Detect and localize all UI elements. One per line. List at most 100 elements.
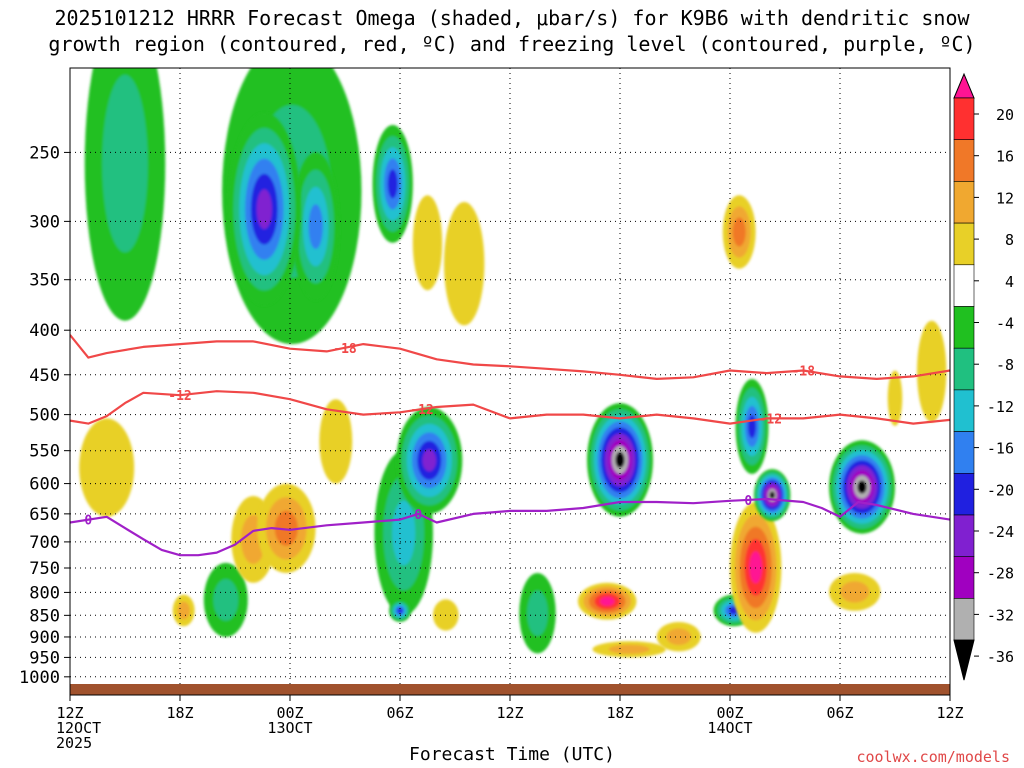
colorbar-segment (953, 472, 975, 516)
omega-band (412, 195, 443, 291)
omega-cell (203, 562, 248, 637)
y-tick-label: 450 (29, 366, 60, 386)
colorbar-label: -32 (987, 606, 1014, 624)
omega-cell (917, 320, 947, 423)
y-tick-label: 950 (29, 648, 60, 668)
omega-band (527, 590, 548, 636)
colorbar-label: -12 (987, 398, 1014, 416)
y-tick-label: 900 (29, 628, 60, 648)
x-tick-label: 12Z (936, 704, 963, 722)
omega-cell (829, 573, 881, 611)
contour-freezing (70, 497, 950, 557)
colorbar-label: 16 (996, 148, 1014, 166)
omega-band (79, 418, 135, 517)
y-tick-label: 350 (29, 271, 60, 291)
colorbar-segment (953, 97, 975, 141)
omega-cell (172, 594, 195, 627)
omega-cell (257, 483, 316, 573)
x-tick-label: 06Z (386, 704, 413, 722)
contour-minus12 (70, 390, 950, 425)
plot-frame (69, 67, 951, 696)
omega-cell (656, 622, 701, 652)
omega-band (308, 204, 323, 250)
x-tick-label: 12OCT (56, 719, 101, 737)
omega-band (387, 169, 398, 199)
colorbar-segment (953, 264, 975, 307)
omega-cell (227, 112, 301, 306)
contour-label: 0 (84, 514, 92, 529)
y-tick-label: 650 (29, 505, 60, 525)
omega-cell (412, 195, 443, 291)
omega-band (256, 189, 272, 230)
x-tick-label: 06Z (826, 704, 853, 722)
omega-band (666, 628, 692, 645)
y-tick-label: 800 (29, 583, 60, 603)
omega-cell (79, 418, 135, 517)
x-tick-label: 12Z (56, 704, 83, 722)
omega-band (319, 399, 353, 484)
x-tick-label: 14OCT (707, 719, 752, 737)
omega-band (397, 607, 403, 614)
colorbar-segment (953, 72, 975, 99)
omega-cell (84, 68, 166, 321)
colorbar-label: -28 (987, 565, 1014, 583)
y-tick-label: 550 (29, 442, 60, 462)
omega-cell (730, 502, 782, 633)
omega-band (102, 74, 148, 253)
colorbar-label: -20 (987, 481, 1014, 499)
contour-label: -12 (759, 412, 782, 427)
colorbar-segment (953, 181, 975, 224)
omega-band (840, 581, 870, 603)
colorbar-segment (953, 139, 975, 182)
omega-cell (829, 440, 895, 534)
contour-label: -12 (168, 389, 191, 404)
colorbar-segment (953, 389, 975, 432)
y-tick-label: 700 (29, 533, 60, 553)
x-tick-label: 18Z (166, 704, 193, 722)
omega-cell (587, 403, 653, 517)
x-tick-label: 18Z (606, 704, 633, 722)
contour-labels: -18 -18 -12 -12 -12 0 0 0 (84, 342, 816, 529)
colorbar-label: -4 (996, 315, 1014, 333)
contour-label: -18 (792, 365, 816, 380)
contour-minus18 (70, 334, 950, 380)
omega-band (177, 601, 190, 620)
contour-label: 0 (414, 508, 422, 523)
colorbar-segment (953, 306, 975, 349)
x-axis-title: Forecast Time (UTC) (409, 744, 615, 765)
omega-cell (887, 370, 903, 426)
omega-band (749, 551, 762, 584)
omega-cell (372, 124, 413, 243)
colorbar-segment (953, 431, 975, 474)
omega-cell (592, 641, 666, 658)
chart-title-line-1: 2025101212 HRRR Forecast Omega (shaded, … (54, 6, 970, 30)
grid-lines (69, 68, 951, 684)
colorbar-segment (953, 222, 975, 266)
contour-label: -18 (333, 342, 357, 357)
contour-label: -12 (410, 403, 433, 418)
omega-cell (291, 152, 340, 301)
y-tick-label: 250 (29, 143, 60, 163)
omega-band (748, 414, 756, 439)
colorbar-segment (953, 514, 975, 558)
y-tick-label: 750 (29, 559, 60, 579)
contour-label: 0 (744, 494, 752, 509)
omega-band (917, 320, 947, 423)
y-tick-label: 500 (29, 406, 60, 426)
omega-band (274, 510, 298, 546)
x-tick-label: 13OCT (267, 719, 312, 737)
y-tick-label: 600 (29, 475, 60, 495)
omega-cell (444, 202, 485, 326)
colorbar-label: 20 (996, 106, 1014, 124)
omega-cell (319, 399, 353, 484)
colorbar-label: -36 (987, 648, 1014, 666)
colorbar-label: 8 (1005, 231, 1014, 249)
ground-bar (70, 684, 950, 695)
chart-title-line-2: growth region (contoured, red, ºC) and f… (48, 32, 976, 56)
colorbar-label: -8 (996, 356, 1014, 374)
colorbar-label: 12 (996, 189, 1014, 207)
omega-band (422, 449, 437, 472)
colorbar-segment (953, 598, 975, 641)
y-axis: 2503003504004505005506006507007508008509… (19, 143, 70, 688)
